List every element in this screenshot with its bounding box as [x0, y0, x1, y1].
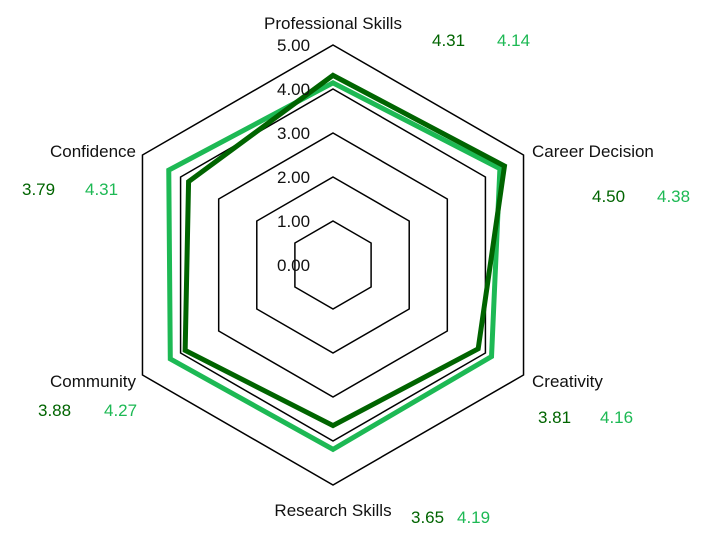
data-label: 3.88 — [38, 401, 71, 420]
axis-label: Research Skills — [274, 501, 391, 520]
radar-tick-labels: 0.00 1.00 2.00 3.00 4.00 5.00 — [277, 36, 310, 275]
axis-label: Professional Skills — [264, 14, 402, 33]
data-label: 4.31 — [85, 180, 118, 199]
data-label: 3.79 — [22, 180, 55, 199]
radar-grid — [141, 44, 525, 486]
data-label: 4.38 — [657, 187, 690, 206]
tick-label: 3.00 — [277, 124, 310, 143]
series-line-2 — [166, 80, 503, 453]
tick-label: 1.00 — [277, 212, 310, 231]
grid-ring-3 — [217, 132, 449, 398]
grid-ring-4 — [179, 88, 487, 442]
axis-label: Community — [50, 372, 136, 391]
tick-label: 4.00 — [277, 80, 310, 99]
data-label: 4.31 — [432, 31, 465, 50]
data-label: 4.27 — [104, 401, 137, 420]
tick-label: 5.00 — [277, 36, 310, 55]
data-label: 4.16 — [600, 408, 633, 427]
data-label: 4.50 — [592, 187, 625, 206]
tick-label: 2.00 — [277, 168, 310, 187]
grid-ring-5 — [141, 44, 525, 486]
grid-ring-1 — [294, 220, 372, 310]
axis-label: Confidence — [50, 142, 136, 161]
tick-label: 0.00 — [277, 256, 310, 275]
axis-label: Creativity — [532, 372, 603, 391]
axis-label: Career Decision — [532, 142, 654, 161]
grid-ring-2 — [256, 176, 410, 354]
data-label: 3.81 — [538, 408, 571, 427]
data-label: 4.19 — [457, 508, 490, 527]
data-label: 4.14 — [497, 31, 530, 50]
series-line-1 — [182, 72, 508, 429]
radar-series — [166, 72, 508, 453]
radar-axis-labels: Professional Skills Career Decision Creati… — [50, 14, 654, 520]
data-label: 3.65 — [411, 508, 444, 527]
radar-value-labels: 4.31 4.14 4.50 4.38 3.81 4.16 3.65 4.19 3.88 4.27… — [22, 31, 690, 527]
